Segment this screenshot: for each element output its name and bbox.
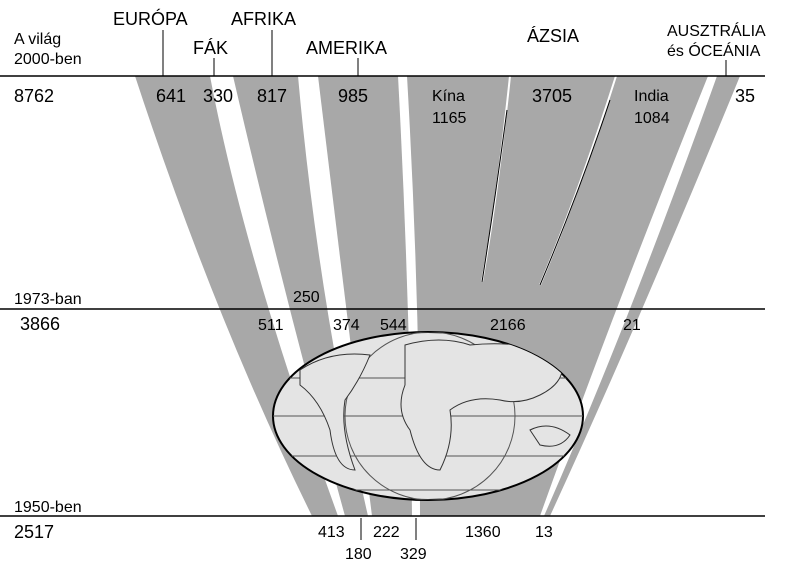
value-1950-fak: 180 bbox=[345, 546, 372, 563]
value-1973-australia: 21 bbox=[623, 317, 641, 334]
region-asia: ÁZSIA bbox=[527, 26, 579, 46]
globe bbox=[272, 331, 584, 501]
region-africa: AFRIKA bbox=[231, 9, 296, 29]
value-2000-asia: 3705 bbox=[532, 86, 572, 106]
value-2000-australia: 35 bbox=[735, 86, 755, 106]
value-2000-china: 1165 bbox=[432, 110, 467, 127]
value-2000-europe: 641 bbox=[156, 86, 186, 106]
label-1950: 1950-ben bbox=[14, 499, 82, 516]
value-1950-africa: 222 bbox=[373, 524, 400, 541]
value-1973-america: 544 bbox=[380, 317, 407, 334]
region-australia-1: AUSZTRÁLIA bbox=[667, 21, 766, 40]
label-2000-china: Kína bbox=[432, 88, 465, 105]
divider-china-line bbox=[481, 109, 508, 283]
value-2000-africa: 817 bbox=[257, 86, 287, 106]
value-2000-america: 985 bbox=[338, 86, 368, 106]
label-2000-line1: A világ bbox=[14, 31, 61, 48]
value-1973-asia: 2166 bbox=[490, 317, 526, 334]
value-1973-fak: 250 bbox=[293, 289, 320, 306]
value-1950-australia: 13 bbox=[535, 524, 553, 541]
value-1950-europe: 413 bbox=[318, 524, 345, 541]
value-2000-india: 1084 bbox=[634, 110, 670, 127]
label-1973: 1973-ban bbox=[14, 291, 82, 308]
value-2000-fak: 330 bbox=[203, 86, 233, 106]
region-australia-2: és ÓCEÁNIA bbox=[667, 41, 761, 60]
region-fak: FÁK bbox=[193, 38, 228, 58]
value-1950-asia: 1360 bbox=[465, 524, 501, 541]
band-australia bbox=[544, 76, 740, 516]
total-1973: 3866 bbox=[20, 314, 60, 334]
divider-india-line bbox=[539, 99, 611, 286]
total-1950: 2517 bbox=[14, 522, 54, 542]
value-1973-africa: 374 bbox=[333, 317, 360, 334]
value-1950-america: 329 bbox=[400, 546, 427, 563]
label-2000-line2: 2000-ben bbox=[14, 51, 82, 68]
region-europe: EURÓPA bbox=[113, 8, 188, 29]
total-2000: 8762 bbox=[14, 86, 54, 106]
label-2000-india: India bbox=[634, 88, 669, 105]
value-1973-europe: 511 bbox=[258, 317, 284, 334]
region-america: AMERIKA bbox=[306, 38, 387, 58]
